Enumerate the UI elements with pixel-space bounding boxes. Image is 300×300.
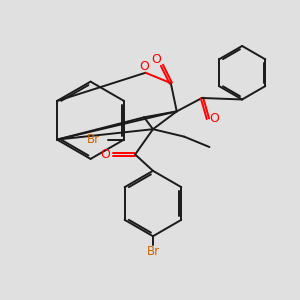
Text: O: O — [210, 112, 219, 125]
Text: Br: Br — [87, 133, 100, 146]
Text: O: O — [139, 60, 149, 73]
Text: Br: Br — [146, 245, 160, 258]
Text: O: O — [152, 53, 161, 66]
Text: O: O — [100, 148, 110, 161]
